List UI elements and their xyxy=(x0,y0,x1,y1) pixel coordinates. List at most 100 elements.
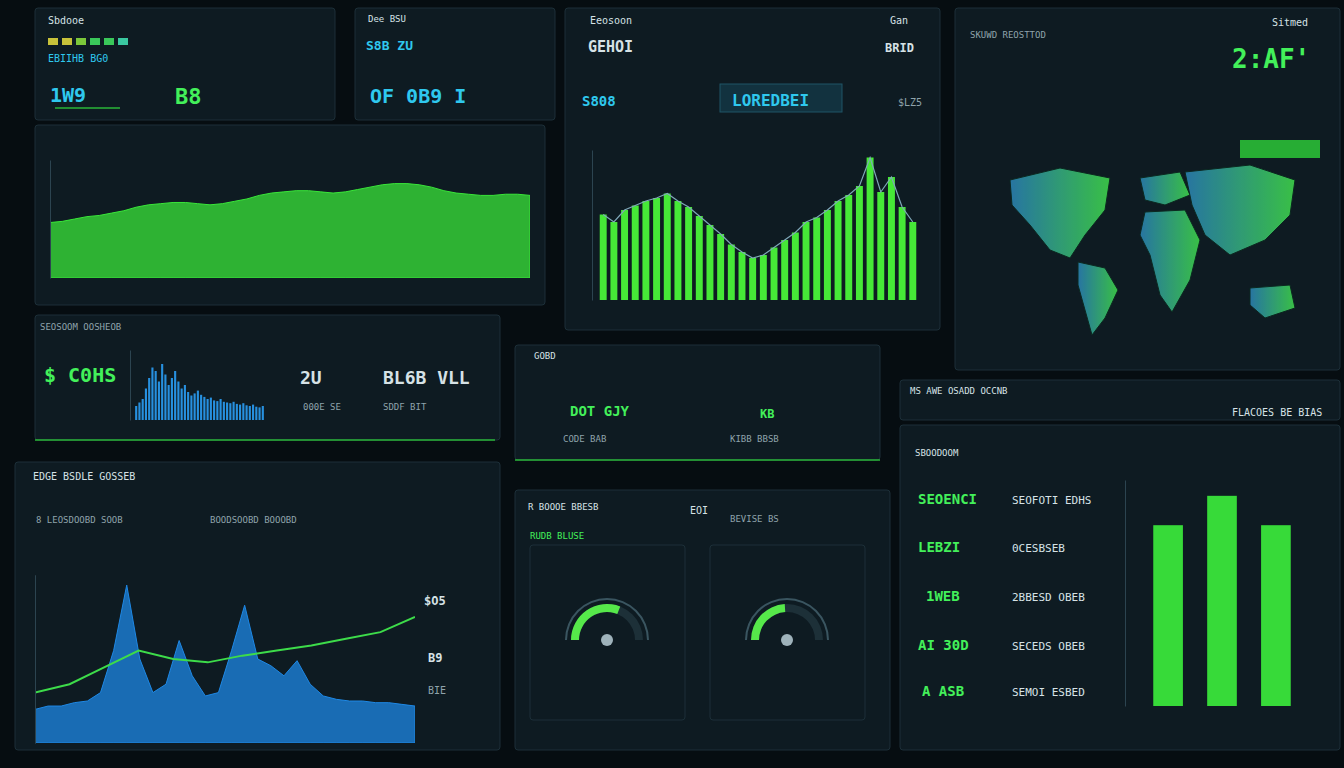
panel xyxy=(900,425,1340,750)
bar xyxy=(207,399,209,420)
panel xyxy=(530,545,685,720)
label: 000E SE xyxy=(303,402,341,412)
bar xyxy=(749,258,756,300)
label: Sitmed xyxy=(1272,17,1308,28)
bar xyxy=(236,404,238,420)
bar xyxy=(203,397,205,420)
separator xyxy=(55,107,120,109)
label: FLACOES BE BIAS xyxy=(1232,407,1322,418)
bar xyxy=(760,255,767,300)
bar xyxy=(164,375,166,421)
gauge-rim xyxy=(745,598,829,640)
bar xyxy=(229,403,231,420)
label: EDGE BSDLE GOSSEB xyxy=(33,471,135,482)
bar xyxy=(262,406,264,420)
gauge-value xyxy=(571,604,620,640)
label: GEHOI xyxy=(588,38,633,56)
gauge-value xyxy=(751,604,785,640)
label: BRID xyxy=(885,41,914,55)
continent xyxy=(1078,262,1118,335)
continent xyxy=(1140,172,1190,205)
y-axis xyxy=(1125,481,1126,707)
label: KB xyxy=(760,407,774,421)
separator xyxy=(515,459,880,461)
label: $ C0HS xyxy=(44,363,116,387)
bar xyxy=(696,216,703,300)
gauge-rim xyxy=(565,598,649,640)
label: Eeosoon xyxy=(590,15,632,26)
bar xyxy=(174,371,176,420)
label: RUDB BLUSE xyxy=(530,531,584,541)
bar xyxy=(158,382,160,421)
label: S8B ZU xyxy=(366,38,413,53)
gauge xyxy=(565,598,649,646)
label: 8 LEOSDOOBD SOOB xyxy=(36,515,123,525)
bar xyxy=(181,389,183,421)
label: $O5 xyxy=(424,594,446,608)
bar xyxy=(168,385,170,420)
label: SEOENCI xyxy=(918,491,977,507)
bar xyxy=(664,194,671,301)
y-axis-line xyxy=(35,576,36,744)
y-axis xyxy=(35,576,36,744)
texts: SbdooeEBIIHB BG01W9B8Dee BSUS8B ZUOF 0B9… xyxy=(33,14,1322,699)
indicator xyxy=(118,38,128,45)
bar xyxy=(621,210,628,300)
label: R BOOOE BBESB xyxy=(528,502,598,512)
label: LOREDBEI xyxy=(732,91,809,110)
bar xyxy=(792,233,799,301)
label: MS AWE OSADD OCCNB xyxy=(910,386,1008,396)
label: SBOODOOM xyxy=(915,448,959,458)
bar xyxy=(252,405,254,420)
gauge-hub xyxy=(781,634,793,646)
label: S808 xyxy=(582,93,616,109)
label: EBIIHB BG0 xyxy=(48,53,108,64)
plot-area xyxy=(600,158,917,301)
label: B8 xyxy=(175,84,202,109)
bar xyxy=(685,207,692,300)
bar xyxy=(600,215,607,301)
bar xyxy=(216,401,218,420)
label: Sbdooe xyxy=(48,15,84,26)
background xyxy=(0,0,1344,768)
label: A ASB xyxy=(922,683,964,699)
y-axis-line xyxy=(35,576,36,744)
indicator xyxy=(48,38,58,45)
bar xyxy=(1153,525,1183,706)
world-map xyxy=(1010,165,1295,335)
bar xyxy=(242,403,244,420)
label: 0CESBSEB xyxy=(1012,542,1065,555)
y-axis-line xyxy=(50,161,51,279)
y-axis xyxy=(592,151,593,301)
bar xyxy=(197,391,199,420)
label: AI 30D xyxy=(918,637,969,653)
y-axis-line xyxy=(592,151,593,301)
bar xyxy=(845,195,852,300)
label: OF 0B9 I xyxy=(370,84,466,108)
bar xyxy=(867,158,874,301)
gauge-hub xyxy=(601,634,613,646)
plot-area xyxy=(35,617,415,693)
dashboard: SbdooeEBIIHB BG01W9B8Dee BSUS8B ZUOF 0B9… xyxy=(0,0,1344,768)
y-axis xyxy=(50,161,51,279)
panel xyxy=(955,8,1340,370)
bar xyxy=(717,234,724,300)
continent xyxy=(1140,210,1200,312)
label: 1WEB xyxy=(926,588,960,604)
panel xyxy=(355,8,555,120)
bar xyxy=(200,395,202,420)
bar xyxy=(148,378,150,420)
indicator xyxy=(76,38,86,45)
panel xyxy=(565,8,940,330)
label: KIBB BBSB xyxy=(730,434,779,444)
label: Dee BSU xyxy=(368,14,406,24)
bar xyxy=(213,400,215,420)
label: SEMOI ESBED xyxy=(1012,686,1085,699)
bar xyxy=(781,240,788,300)
label: BIE xyxy=(428,685,446,696)
plot-area xyxy=(50,184,530,278)
continent xyxy=(1250,285,1295,318)
label: Gan xyxy=(890,15,908,26)
bar xyxy=(739,252,746,300)
bar xyxy=(171,378,173,420)
